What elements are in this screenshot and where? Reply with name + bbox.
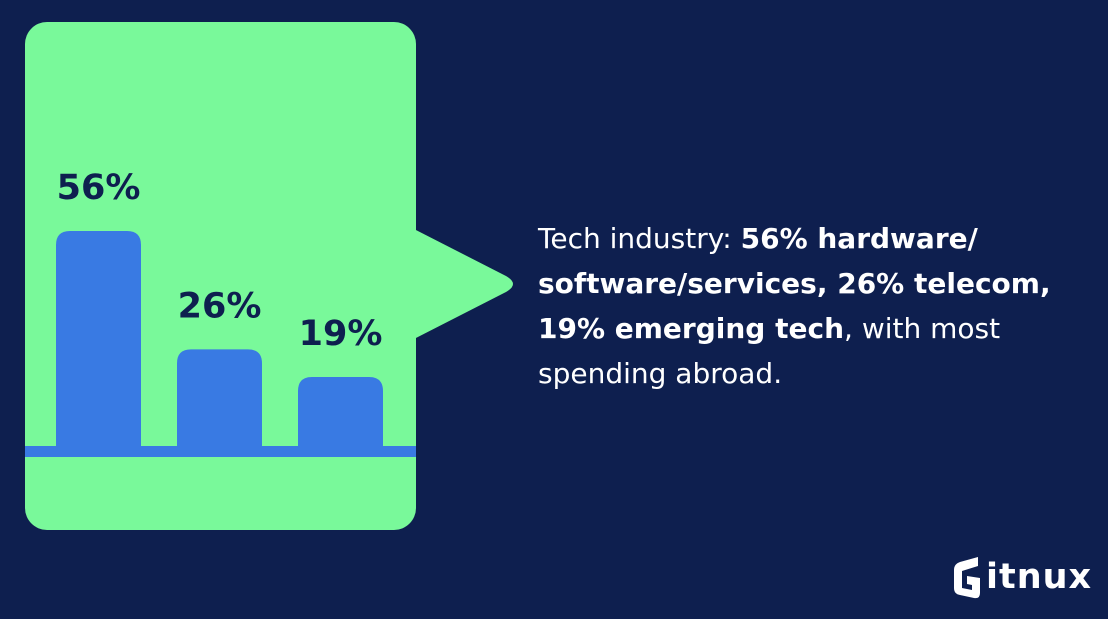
- bar-1: [56, 231, 141, 452]
- bar-value-label-1: 56%: [57, 168, 141, 208]
- caption-part-1: Tech industry:: [538, 222, 741, 255]
- brand-logo: itnux: [950, 552, 1100, 602]
- caption-bold: 56% hardware/ software/services, 26% tel…: [538, 222, 1051, 345]
- caption-part-2: , with most spending abroad.: [538, 312, 1001, 390]
- bar-value-label-2: 26%: [178, 286, 262, 326]
- chart-baseline: [25, 446, 416, 457]
- bar-value-label-3: 19%: [299, 314, 383, 354]
- bar-2: [177, 349, 262, 452]
- logo-text: itnux: [986, 557, 1093, 597]
- caption-text: Tech industry: 56% hardware/ software/se…: [538, 216, 1058, 396]
- logo-g-icon: [954, 557, 980, 599]
- bar-3: [298, 377, 383, 452]
- bars-layer: [56, 231, 383, 452]
- card-pointer: [412, 228, 513, 340]
- labels-layer: 56% 26% 19%: [57, 168, 383, 354]
